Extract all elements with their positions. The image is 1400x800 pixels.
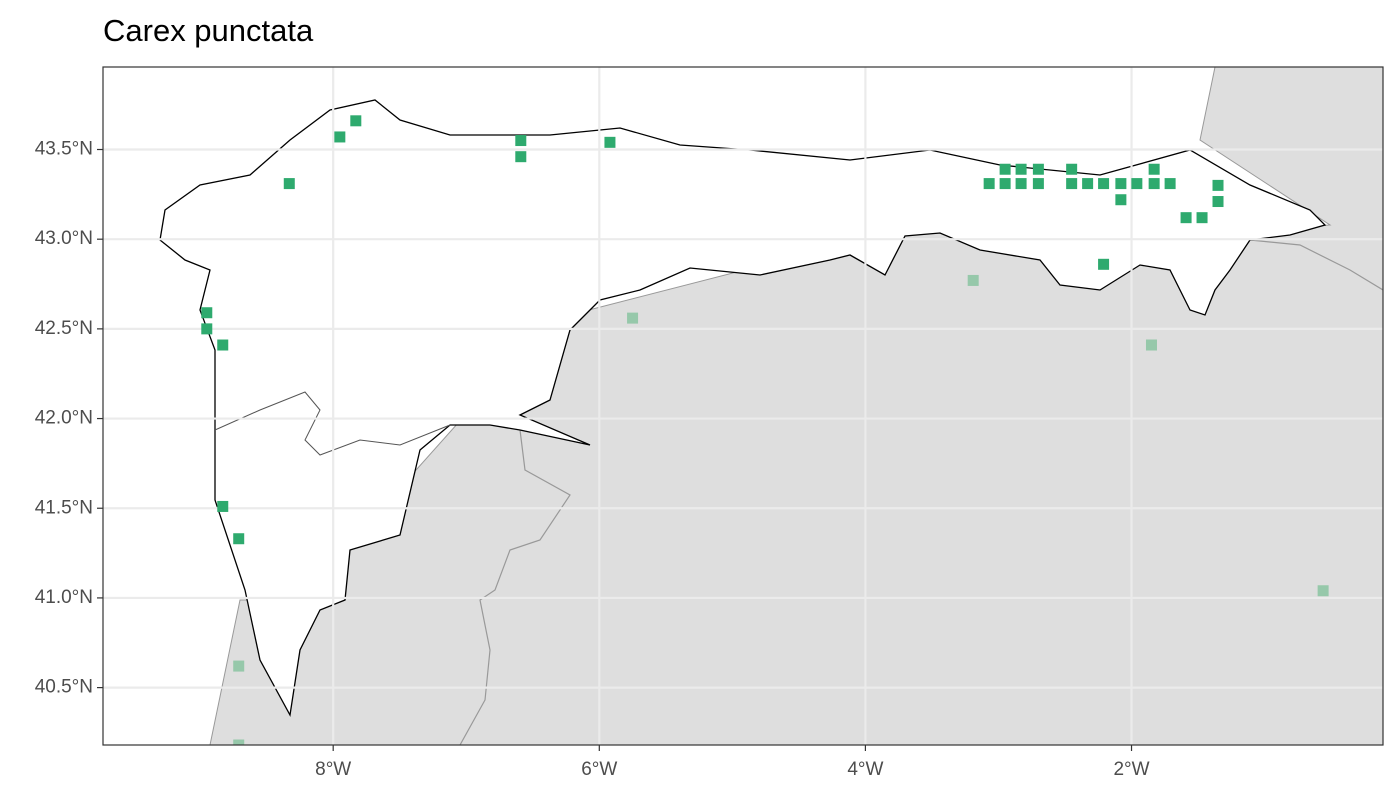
point (1148, 163, 1160, 175)
point (983, 178, 995, 190)
grid (103, 67, 1383, 745)
axes: 8°W 6°W 4°W 2°W 40.5°N 41.0°N 41.5°N 42.0°N 42.5… (35, 139, 1150, 780)
point (1180, 212, 1192, 224)
point (999, 163, 1011, 175)
point (1164, 178, 1176, 190)
inner-border (214, 391, 451, 456)
y-tick-label: 41.5°N (35, 497, 93, 518)
x-tick-label: 2°W (1113, 759, 1149, 780)
point (967, 274, 979, 286)
chart-title: Carex punctata (103, 13, 314, 48)
point (201, 307, 213, 319)
point (1145, 339, 1157, 351)
point (1015, 163, 1027, 175)
point (1317, 585, 1329, 597)
point (1115, 178, 1127, 190)
point (233, 660, 245, 672)
point (1196, 212, 1208, 224)
point (350, 115, 362, 127)
point (1115, 194, 1127, 206)
point (604, 136, 616, 148)
point (1098, 178, 1110, 190)
point (1148, 178, 1160, 190)
region (159, 99, 1327, 717)
point (1032, 163, 1044, 175)
point (1212, 196, 1224, 208)
point (217, 500, 229, 512)
panel (103, 67, 1383, 745)
x-tick-label: 6°W (581, 759, 617, 780)
point (1032, 178, 1044, 190)
point (1082, 178, 1094, 190)
y-tick-label: 43.5°N (35, 139, 93, 160)
point (515, 135, 527, 147)
y-tick-label: 43.0°N (35, 228, 93, 249)
x-tick-label: 4°W (847, 759, 883, 780)
point (1066, 178, 1078, 190)
point (1098, 258, 1110, 270)
x-tick-label: 8°W (315, 759, 351, 780)
point (627, 312, 639, 324)
point (283, 178, 295, 190)
point (334, 131, 346, 143)
point (515, 151, 527, 163)
panel-border (102, 66, 1384, 746)
point (1212, 179, 1224, 191)
point (217, 339, 229, 351)
point (233, 533, 245, 545)
points (201, 115, 1329, 745)
border (459, 239, 1383, 745)
point (233, 739, 245, 745)
point (1066, 163, 1078, 175)
y-tick-label: 40.5°N (35, 677, 93, 698)
y-tick-label: 41.0°N (35, 587, 93, 608)
y-tick-label: 42.0°N (35, 408, 93, 429)
y-tick-label: 42.5°N (35, 318, 93, 339)
point (201, 323, 213, 335)
point (1131, 178, 1143, 190)
point (1015, 178, 1027, 190)
point (999, 178, 1011, 190)
